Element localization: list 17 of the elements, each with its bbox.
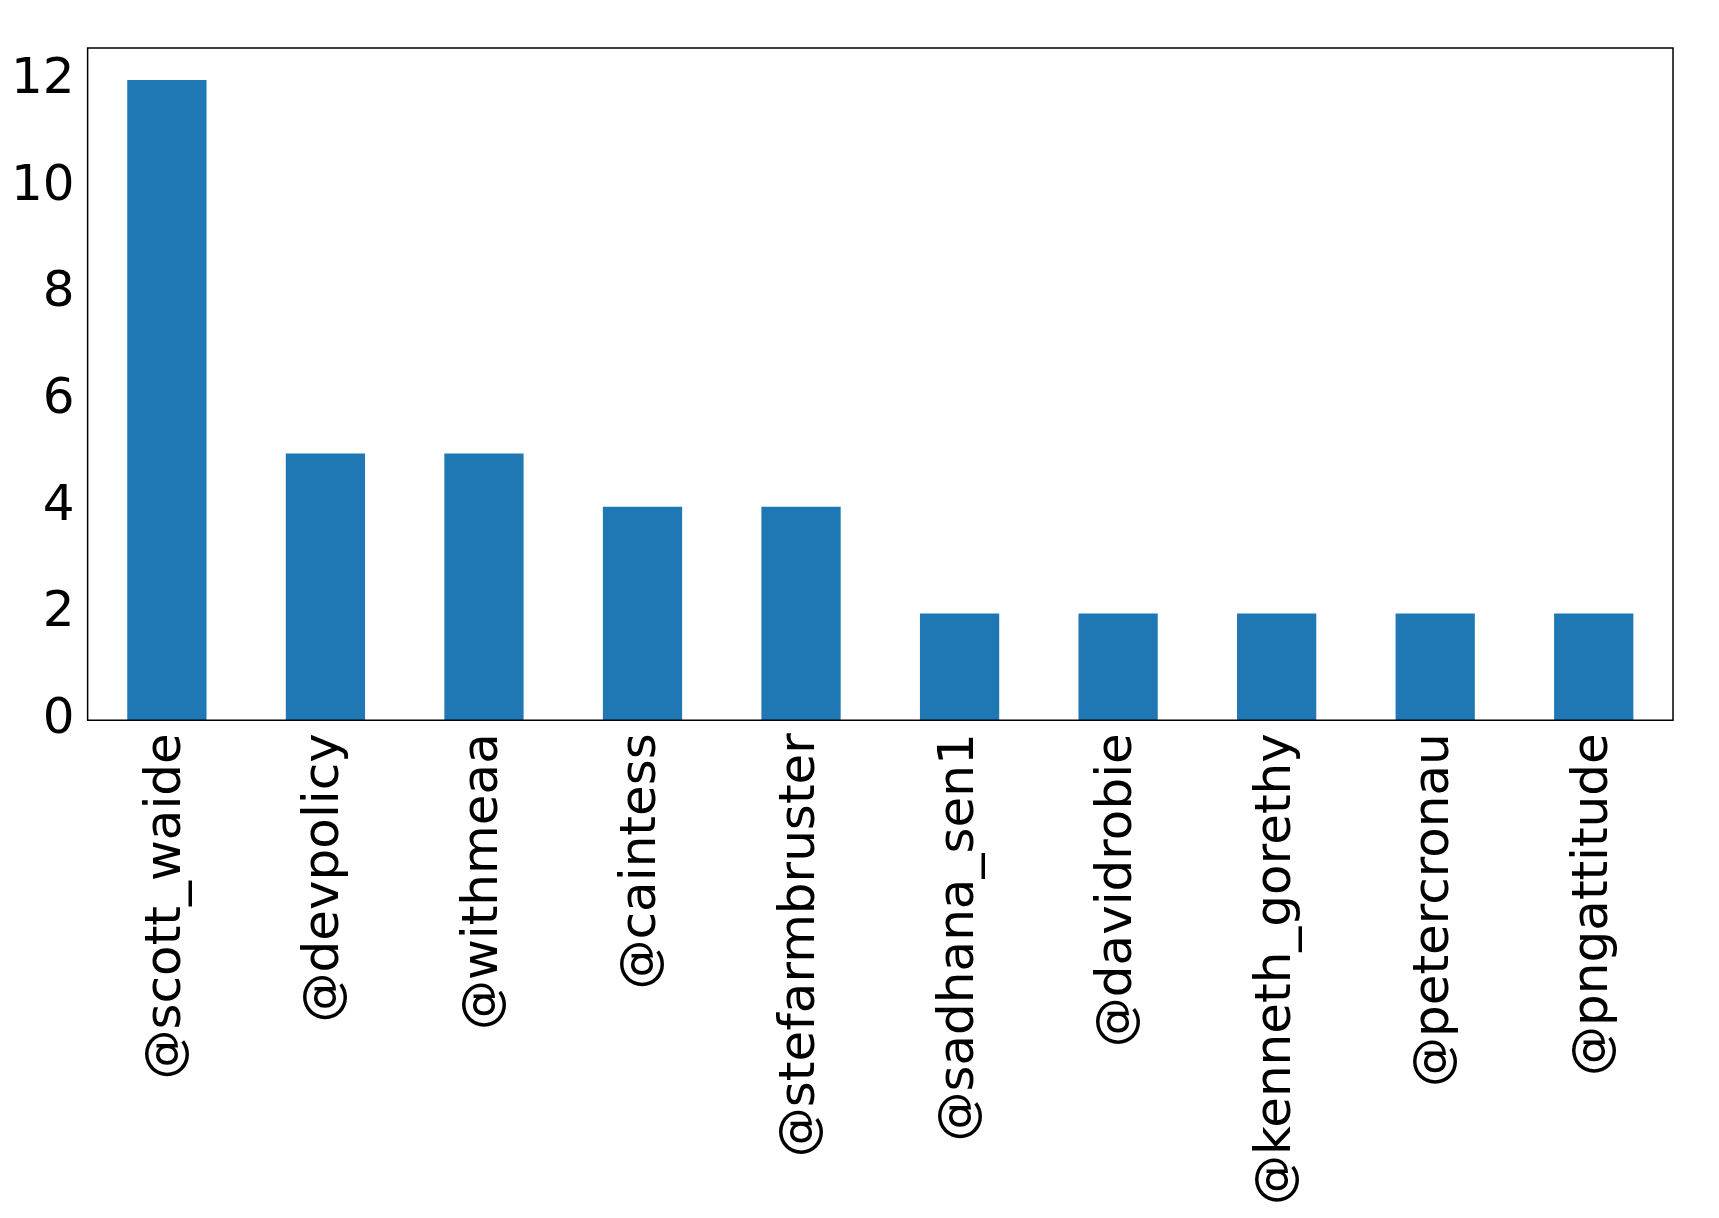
y-tick-label: 10 xyxy=(11,153,75,212)
x-tick-label: @stefarmbruster xyxy=(768,732,827,1158)
y-tick-label: 0 xyxy=(42,687,75,746)
y-tick-label: 8 xyxy=(42,260,75,319)
x-tick-label: @sadhana_sen1 xyxy=(926,733,985,1142)
x-tick-label: @devpolicy xyxy=(292,733,351,1023)
x-tick-label: @withmeaa xyxy=(450,733,509,1031)
y-tick-label: 4 xyxy=(42,473,75,532)
x-tick-label: @davidrobie xyxy=(1085,733,1144,1048)
x-tick-label: @caintess xyxy=(609,733,668,990)
x-tick-label: @scott_waide xyxy=(133,733,192,1080)
y-tick-label: 6 xyxy=(42,367,75,426)
y-tick-label: 12 xyxy=(11,46,75,105)
x-tick-label: @pngattitude xyxy=(1560,733,1619,1076)
x-tick-label: @petercronau xyxy=(1402,733,1461,1088)
x-tick-label: @kenneth_gorethy xyxy=(1243,733,1302,1206)
y-tick-label: 2 xyxy=(42,580,75,639)
